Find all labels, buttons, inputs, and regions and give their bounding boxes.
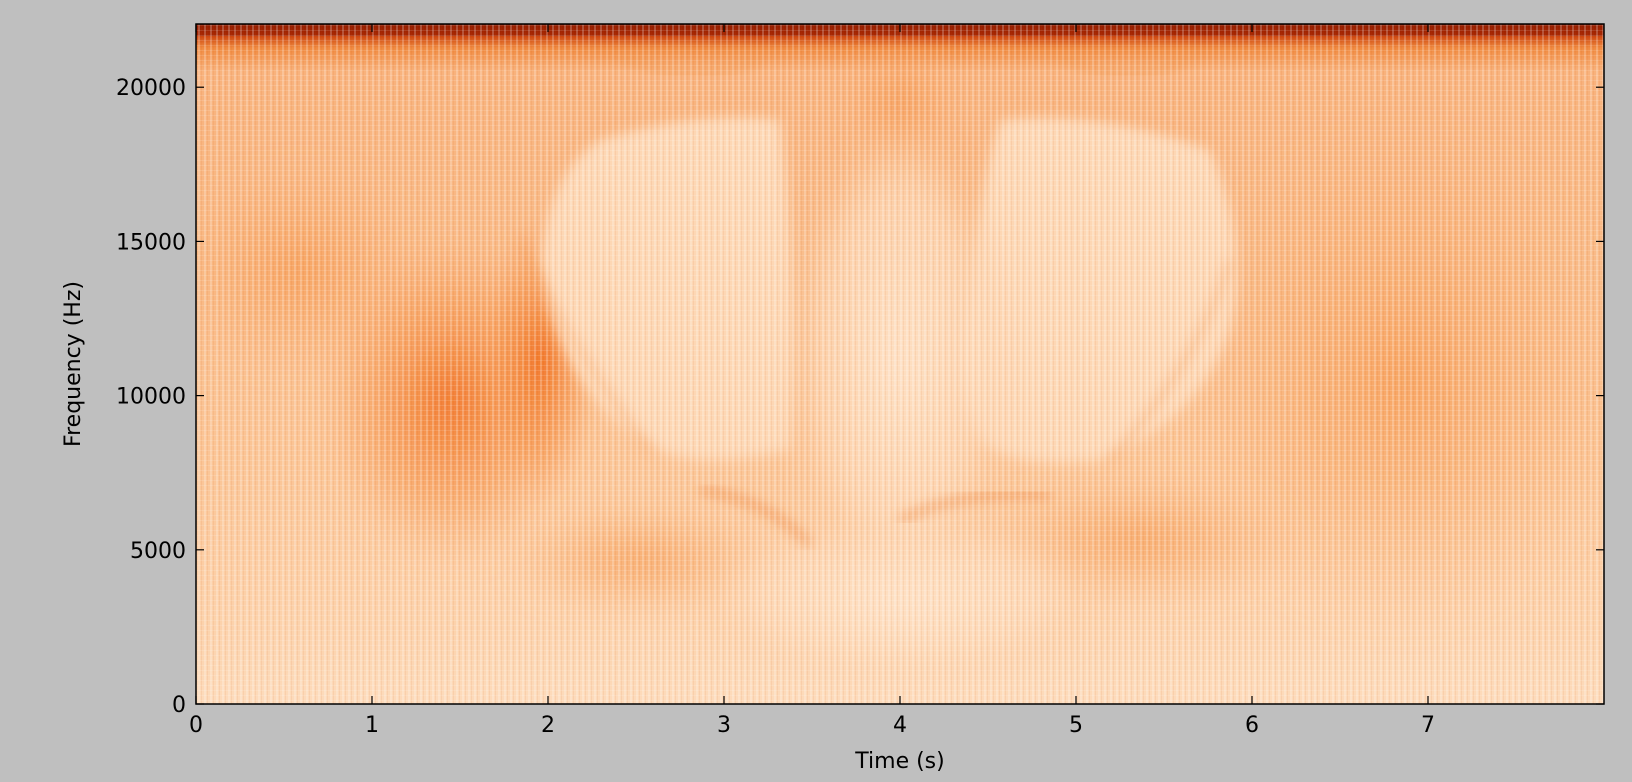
y-tick-label: 5000 <box>130 539 186 564</box>
spectrogram-image <box>196 24 1604 704</box>
x-axis-ticks: 0 1 2 3 4 5 6 7 <box>189 24 1435 738</box>
y-tick-label: 0 <box>172 693 186 718</box>
x-tick-label: 3 <box>717 713 731 738</box>
y-axis-ticks: 0 5000 10000 15000 20000 <box>116 76 1604 718</box>
y-tick-label: 10000 <box>116 385 186 410</box>
x-tick-label: 4 <box>893 713 907 738</box>
x-tick-label: 0 <box>189 713 203 738</box>
x-tick-label: 1 <box>365 713 379 738</box>
x-tick-label: 5 <box>1069 713 1083 738</box>
y-tick-label: 15000 <box>116 230 186 255</box>
x-axis-label: Time (s) <box>854 749 944 774</box>
x-tick-label: 2 <box>541 713 555 738</box>
x-tick-label: 6 <box>1245 713 1259 738</box>
x-tick-label: 7 <box>1421 713 1435 738</box>
y-tick-label: 20000 <box>116 76 186 101</box>
y-axis-label: Frequency (Hz) <box>61 281 86 447</box>
